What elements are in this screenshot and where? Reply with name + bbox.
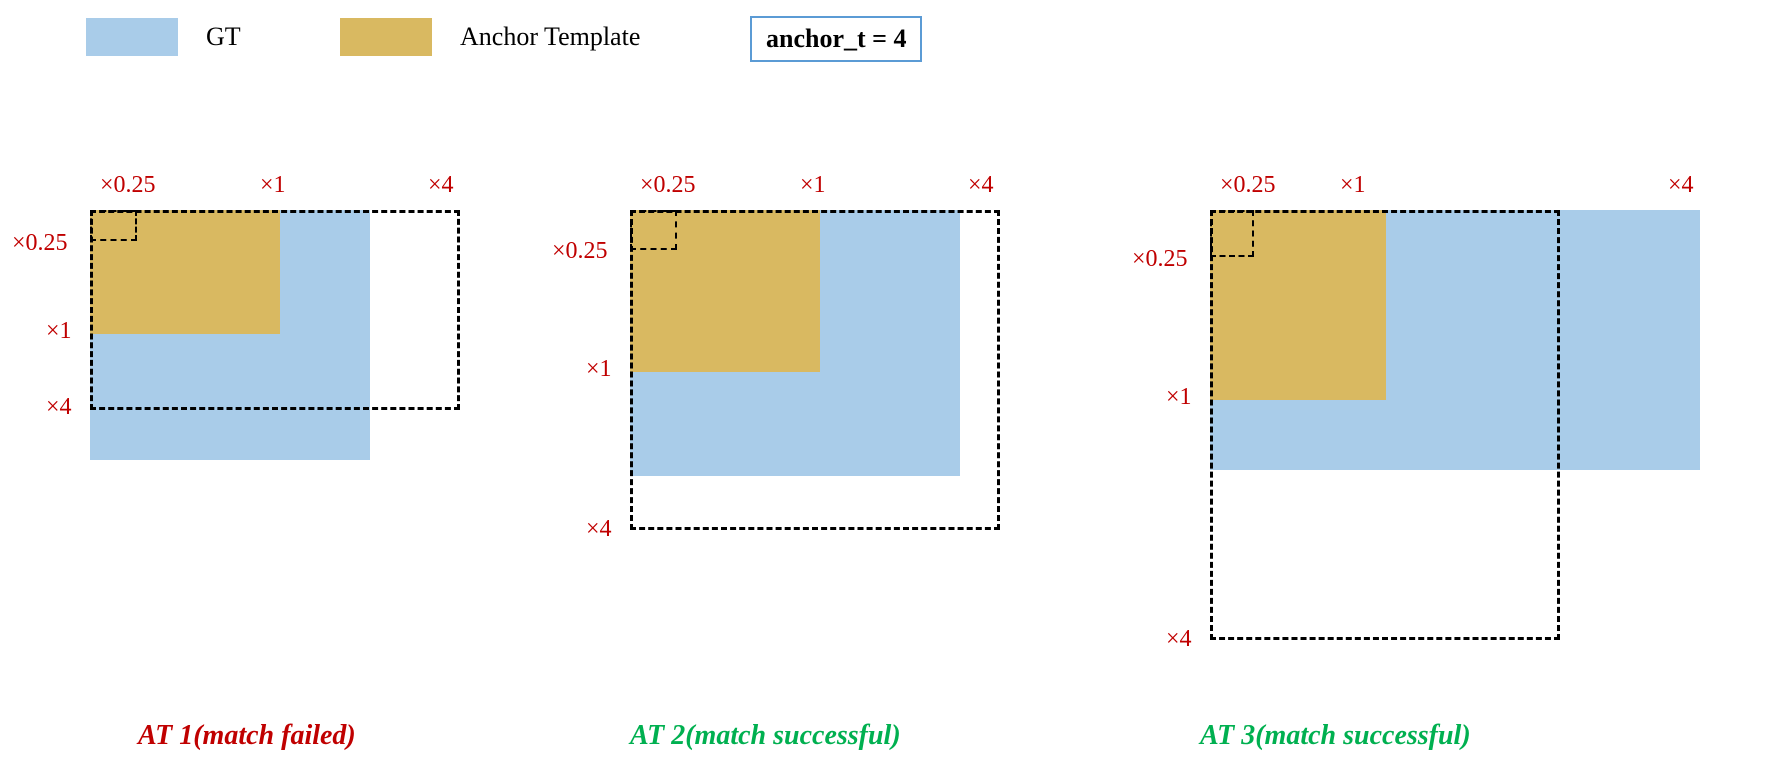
scale-label: ×1 — [800, 172, 826, 199]
scale-label: ×0.25 — [100, 172, 156, 199]
scale-label: ×4 — [1166, 626, 1192, 653]
scale-label: ×0.25 — [12, 230, 68, 257]
dashed-large — [1210, 210, 1560, 640]
panel-caption: AT 1(match failed) — [138, 720, 356, 752]
scale-label: ×4 — [968, 172, 994, 199]
diagram-canvas: GT Anchor Template anchor_t = 4 ×0.25 ×1 ×… — [0, 0, 1782, 779]
legend-anchor-swatch — [340, 18, 432, 56]
param-text: anchor_t = 4 — [766, 24, 906, 53]
scale-label: ×4 — [428, 172, 454, 199]
legend-gt-swatch — [86, 18, 178, 56]
scale-label: ×4 — [1668, 172, 1694, 199]
legend-anchor-label: Anchor Template — [460, 22, 640, 52]
scale-label: ×0.25 — [552, 238, 608, 265]
scale-label: ×4 — [46, 394, 72, 421]
panel-caption: AT 2(match successful) — [630, 720, 901, 752]
dashed-large — [630, 210, 1000, 530]
panel-caption: AT 3(match successful) — [1200, 720, 1471, 752]
param-box: anchor_t = 4 — [750, 16, 922, 62]
scale-label: ×1 — [1166, 384, 1192, 411]
dashed-large — [90, 210, 460, 410]
legend-gt-label: GT — [206, 22, 241, 52]
legend-gt: GT — [86, 18, 241, 56]
scale-label: ×4 — [586, 516, 612, 543]
scale-label: ×0.25 — [640, 172, 696, 199]
scale-label: ×1 — [1340, 172, 1366, 199]
scale-label: ×0.25 — [1132, 246, 1188, 273]
scale-label: ×0.25 — [1220, 172, 1276, 199]
scale-label: ×1 — [46, 318, 72, 345]
legend-anchor-template: Anchor Template — [340, 18, 640, 56]
scale-label: ×1 — [586, 356, 612, 383]
scale-label: ×1 — [260, 172, 286, 199]
